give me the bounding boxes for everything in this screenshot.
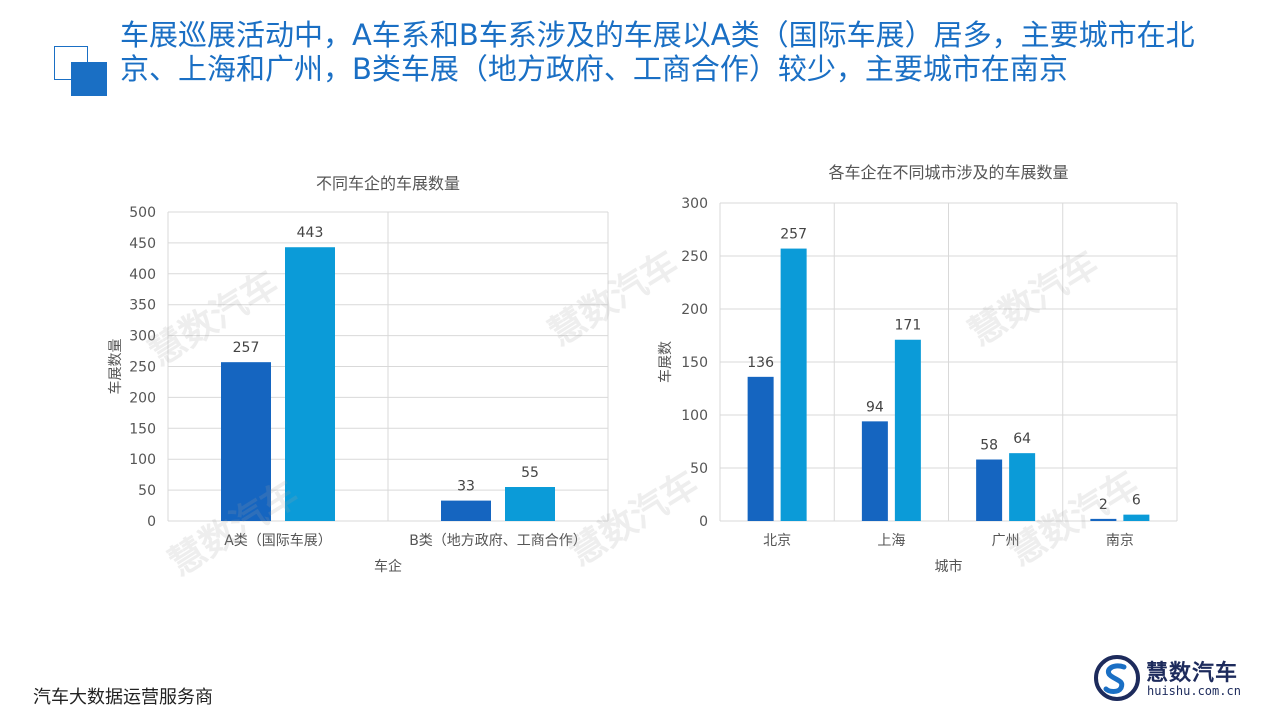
data-label: 257 [233,340,260,356]
y-tick-label: 150 [681,355,708,371]
bar [894,339,921,521]
y-tick-label: 450 [129,236,156,252]
chart-title: 不同车企的车展数量 [316,174,460,193]
chart-exhibitions-by-company: 不同车企的车展数量 0 50 100 150 200 250 300 350 400 450 500 2… [107,174,609,575]
x-tick-label: 上海 [877,533,905,549]
data-label: 6 [1132,493,1141,509]
bar [747,376,774,521]
y-tick-label: 100 [129,452,156,468]
x-tick-label: 南京 [1106,533,1134,549]
y-tick-label: 500 [129,205,156,221]
data-label: 55 [521,465,539,481]
data-label: 2 [1099,497,1108,513]
chart-title: 各车企在不同城市涉及的车展数量 [828,163,1068,182]
title-decoration-square [71,62,107,96]
logo-icon [1094,655,1140,701]
chart-exhibitions-by-city: 各车企在不同城市涉及的车展数量 0 50 100 150 200 250 300 136 257 北… [657,163,1178,575]
x-tick-label: A类（国际车展） [224,532,332,549]
data-label: 33 [457,479,475,495]
x-tick-label: B类（地方政府、工商合作） [409,533,587,549]
data-label: 171 [895,318,922,334]
data-label: 64 [1013,431,1031,447]
y-tick-label: 50 [690,461,708,477]
bar [1090,518,1117,521]
y-tick-label: 350 [129,298,156,314]
y-tick-label: 200 [681,302,708,318]
y-tick-label: 150 [129,421,156,437]
footer-tagline: 汽车大数据运营服务商 [33,687,213,708]
data-label: 94 [866,399,884,415]
bar [861,421,888,521]
data-label: 443 [297,225,324,241]
y-tick-label: 100 [681,408,708,424]
y-tick-label: 300 [681,196,708,212]
data-label: 136 [747,355,774,371]
bar [976,459,1003,521]
x-tick-label: 北京 [763,533,791,549]
y-tick-label: 300 [129,329,156,345]
data-label: 58 [980,438,998,454]
y-tick-label: 250 [129,360,156,376]
data-label: 257 [780,227,807,243]
logo-name: 慧数汽车 [1146,661,1239,686]
bar [221,362,271,521]
x-axis-title: 车企 [374,558,402,575]
x-tick-label: 广州 [992,533,1020,549]
bar [285,247,335,521]
y-tick-label: 0 [699,514,708,530]
brand-logo: 慧数汽车 huishu.com.cn [1094,653,1264,709]
logo-url: huishu.com.cn [1147,684,1241,698]
y-tick-label: 0 [147,514,156,530]
bar [780,248,807,521]
y-tick-label: 50 [138,483,156,499]
bar [441,500,491,521]
x-axis-title: 城市 [935,558,963,575]
y-tick-label: 250 [681,249,708,265]
y-axis-title: 车展数 [657,341,674,383]
bar [505,487,555,521]
bar [1123,514,1150,521]
y-tick-label: 200 [129,390,156,406]
y-axis-title: 车展数量 [107,339,124,395]
page-title: 车展巡展活动中，A车系和B车系涉及的车展以A类（国际车展）居多，主要城市在北京、… [120,18,1195,86]
bar [1009,453,1036,521]
y-tick-label: 400 [129,267,156,283]
